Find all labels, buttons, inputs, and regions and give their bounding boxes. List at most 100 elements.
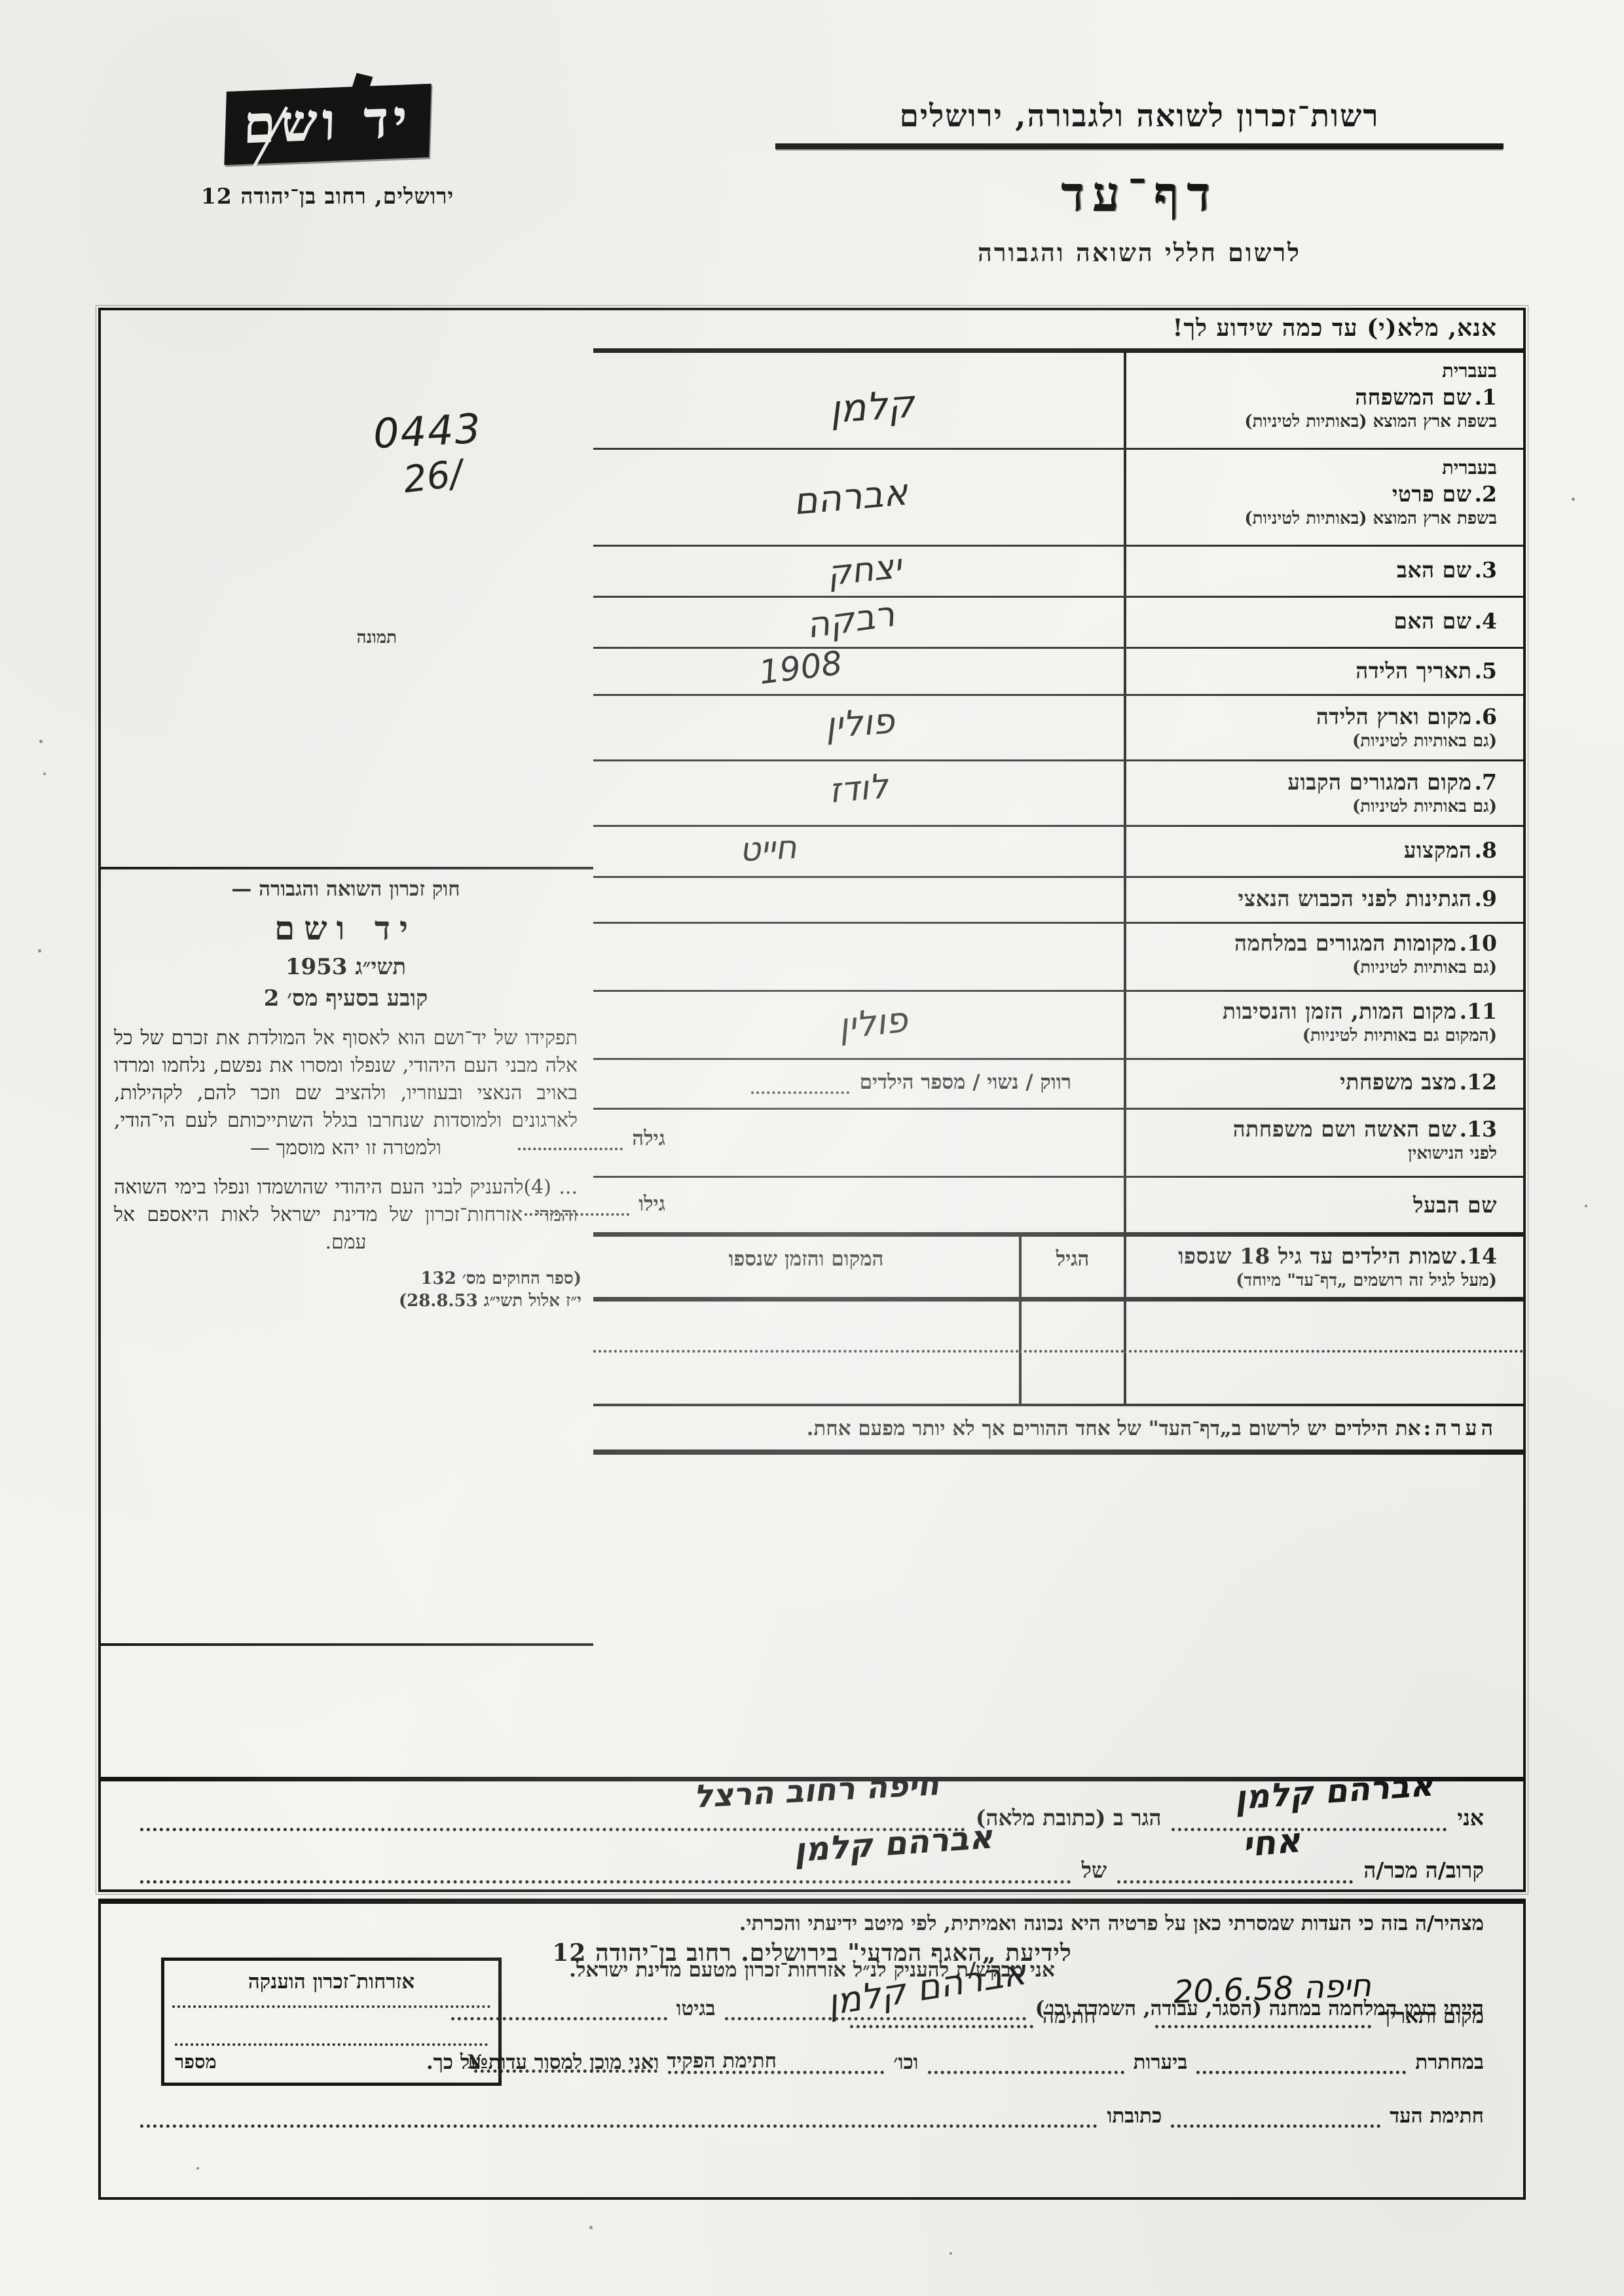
row-7-title: מקום המגורים הקבוע — [1287, 769, 1472, 795]
underground-field[interactable] — [1196, 2050, 1407, 2074]
list-item[interactable] — [593, 1302, 1523, 1353]
children-table-rows — [593, 1302, 1523, 1404]
law-heading: חוק זכרון השואה והגבורה — — [231, 877, 460, 901]
relation-of-whom-field[interactable]: אברהם קלמן — [140, 1817, 1071, 1884]
wife-age-field[interactable] — [518, 1131, 623, 1150]
other-field[interactable] — [668, 2050, 885, 2074]
child-2-name-field[interactable] — [1124, 1353, 1523, 1404]
row-10-title: מקומות המגורים במלחמה — [1234, 930, 1457, 956]
table-row: 7. מקום המגורים הקבוע (גם באותיות לטיניו… — [593, 761, 1523, 827]
row-14-title: שמות הילדים עד גיל 18 שנספו — [1178, 1243, 1457, 1269]
row-13-answer-field[interactable]: גילה — [518, 1110, 1124, 1176]
signature-field[interactable]: אברהם קלמן — [824, 1951, 1034, 2028]
row-11-title: מקום המות, הזמן והנסיבות — [1223, 998, 1457, 1024]
declaration-relation-line: קרוב/ה מכר/ה אחי של אברהם קלמן — [140, 1817, 1484, 1884]
camp-label: הייתי בזמן המלחמה במחנה (הסגר, עבודה, הש… — [1035, 1997, 1484, 2020]
row-2-answer-field[interactable]: אברהם — [593, 450, 1124, 545]
row-2-handwritten-answer: אברהם — [791, 471, 910, 524]
form-subtitle: לרשום חללי השואה והגבורה — [978, 238, 1301, 267]
row-10-answer-field[interactable] — [593, 924, 1124, 990]
handwritten-certificate-number: 0443 — [372, 404, 483, 458]
husband-name-label: שם הבעל — [1413, 1192, 1497, 1218]
row-3-handwritten-answer: יצחק — [824, 547, 903, 594]
row-4-handwritten-answer: רבקה — [803, 592, 897, 647]
row-14-subtitle: (מעל לגיל זה רושמים „דף־עד" מיוחד) — [1236, 1271, 1497, 1290]
row-13-title: שם האשה ושם משפחתה — [1232, 1116, 1457, 1142]
children-table-header: 14. שמות הילדים עד גיל 18 שנספו (מעל לגי… — [593, 1237, 1523, 1302]
ghetto-label: בגיטו — [676, 1997, 716, 2020]
child-2-age-field[interactable] — [1019, 1353, 1124, 1404]
underground-line: במחתרת ביערות וכו׳ ואני מוכן למסור עדות … — [140, 2050, 1484, 2074]
table-row: 10. מקומות המגורים במלחמה (גם באותיות לט… — [593, 924, 1523, 992]
witness-signature-label: חתימת העד — [1390, 2104, 1484, 2128]
child-2-place-field[interactable] — [593, 1353, 1019, 1404]
witness-address-label: כתובתו — [1107, 2104, 1162, 2128]
law-name: יד ושם — [274, 909, 417, 947]
row-11-answer-field[interactable]: פולין — [593, 992, 1124, 1058]
yad-vashem-logo: יד ושם ירושלים, רחוב בן־יהודה 12 — [124, 83, 530, 221]
row-7-subtitle: (גם באותיות לטיניות) — [1352, 797, 1497, 816]
children-count-field[interactable] — [750, 1074, 849, 1094]
main-form-frame: מס׳ האשור № 0443 /26 תמונה חוק זכרון השו… — [98, 308, 1526, 2086]
citizenship-box-line-2 — [175, 2043, 488, 2046]
husband-answer-field[interactable]: גילו — [525, 1178, 1124, 1232]
document-header: רשות־זכרון לשואה ולגבורה, ירושלים דף־עד … — [98, 83, 1526, 295]
etc-label: וכו׳ — [893, 2050, 919, 2074]
table-row: 11. מקום המות, הזמן והנסיבות (המקום גם ב… — [593, 992, 1523, 1060]
witness-address-field[interactable] — [140, 2104, 1098, 2128]
question-rows: בעברית 1. שם המשפחה בשפת ארץ המוצא (באות… — [518, 353, 1523, 1455]
children-place-column-header: המקום והזמן שנספו — [728, 1247, 884, 1271]
place-date-field[interactable]: חיפה 20.6.58 — [1154, 1967, 1372, 2028]
table-row: 6. מקום וארץ הלידה (גם באותיות לטיניות) … — [593, 696, 1523, 761]
marital-status-options: רווק / נשוי / מספר הילדים — [859, 1070, 1071, 1094]
declaration-section: אני אברהם קלמן הגר ב (כתובת מלאה) חיפה ר… — [101, 1765, 1523, 2073]
row-2-number: 2. — [1474, 481, 1497, 507]
row-6-handwritten-answer: פולין — [824, 700, 896, 746]
note-text: את הילדים יש לרשום ב„דף־העד" של אחד ההור… — [806, 1417, 1421, 1440]
row-9-answer-field[interactable] — [593, 878, 1124, 922]
left-divider — [98, 867, 593, 869]
row-1-answer-field[interactable]: קלמן — [593, 353, 1124, 448]
declarant-name-field[interactable]: אברהם קלמן — [1172, 1765, 1447, 1831]
row-8-answer-field[interactable]: חייט — [593, 827, 1124, 876]
row-12-title: מצב משפחתי — [1340, 1069, 1457, 1095]
relation-type-field[interactable]: אחי — [1117, 1821, 1354, 1884]
clerk-signature-row: חתימת הפקיד — [140, 2048, 1484, 2073]
row-5-title: תאריך הלידה — [1356, 658, 1472, 683]
forests-field[interactable] — [927, 2050, 1124, 2074]
law-paragraph-1: תפקידו של יד־ושם הוא לאסוף אל המולדת את … — [114, 1027, 578, 1159]
declaration-statement: מצהיר/ה בזה כי העדות שמסרתי כאן על פרטיה… — [739, 1912, 1484, 1935]
child-1-name-field[interactable] — [1124, 1302, 1523, 1353]
row-6-title: מקום וארץ הלידה — [1316, 704, 1472, 729]
row-6-answer-field[interactable]: פולין — [593, 696, 1124, 759]
declarant-name-handwritten: אברהם קלמן — [1233, 1765, 1435, 1817]
row-1-subtitle: בשפת ארץ המוצא (באותיות לטיניות) — [1244, 412, 1497, 431]
row-7-answer-field[interactable]: לודז — [593, 761, 1124, 825]
row-2-prefix: בעברית — [1442, 456, 1497, 479]
table-row-wife: 13. שם האשה ושם משפחתה לפני הנישואין גיל… — [518, 1110, 1523, 1178]
husband-age-field[interactable] — [525, 1196, 630, 1216]
camp-field[interactable] — [724, 1997, 1026, 2020]
child-1-place-field[interactable] — [593, 1302, 1019, 1353]
row-3-answer-field[interactable]: יצחק — [593, 547, 1124, 596]
citizenship-granted-box: אזרחות־זכרון הוענקה № מספר — [161, 1958, 502, 2086]
row-12-answer-field[interactable]: רווק / נשוי / מספר הילדים — [593, 1060, 1124, 1108]
law-source-line-2: י״ז אלול תשי״ג 28.8.53) — [398, 1290, 581, 1311]
witness-signature-field[interactable] — [1171, 2104, 1381, 2128]
child-1-age-field[interactable] — [1019, 1302, 1124, 1353]
list-item[interactable] — [593, 1353, 1523, 1404]
table-row: 5. תאריך הלידה 1908 — [593, 644, 1523, 696]
row-8-handwritten-answer: חייט — [738, 828, 798, 869]
row-4-answer-field[interactable]: רבקה — [593, 593, 1124, 647]
husband-age-label: גילו — [638, 1192, 665, 1216]
clerk-signature-field[interactable] — [474, 2048, 658, 2073]
row-5-answer-field[interactable]: 1908 — [593, 644, 1124, 694]
table-row: 3. שם האב יצחק — [593, 547, 1523, 598]
wife-age-label: גילה — [632, 1127, 665, 1150]
ghetto-field[interactable] — [451, 1997, 667, 2020]
row-8-number: 8. — [1474, 837, 1497, 863]
table-row: 9. הגתינות לפני הכבוש הנאצי — [593, 878, 1523, 924]
declarant-address-field[interactable]: חיפה רחוב הרצל — [140, 1766, 965, 1831]
law-block: חוק זכרון השואה והגבורה — יד ושם תשי״ג 1… — [110, 877, 581, 1313]
left-column: מס׳ האשור № 0443 /26 תמונה חוק זכרון השו… — [98, 310, 593, 1777]
